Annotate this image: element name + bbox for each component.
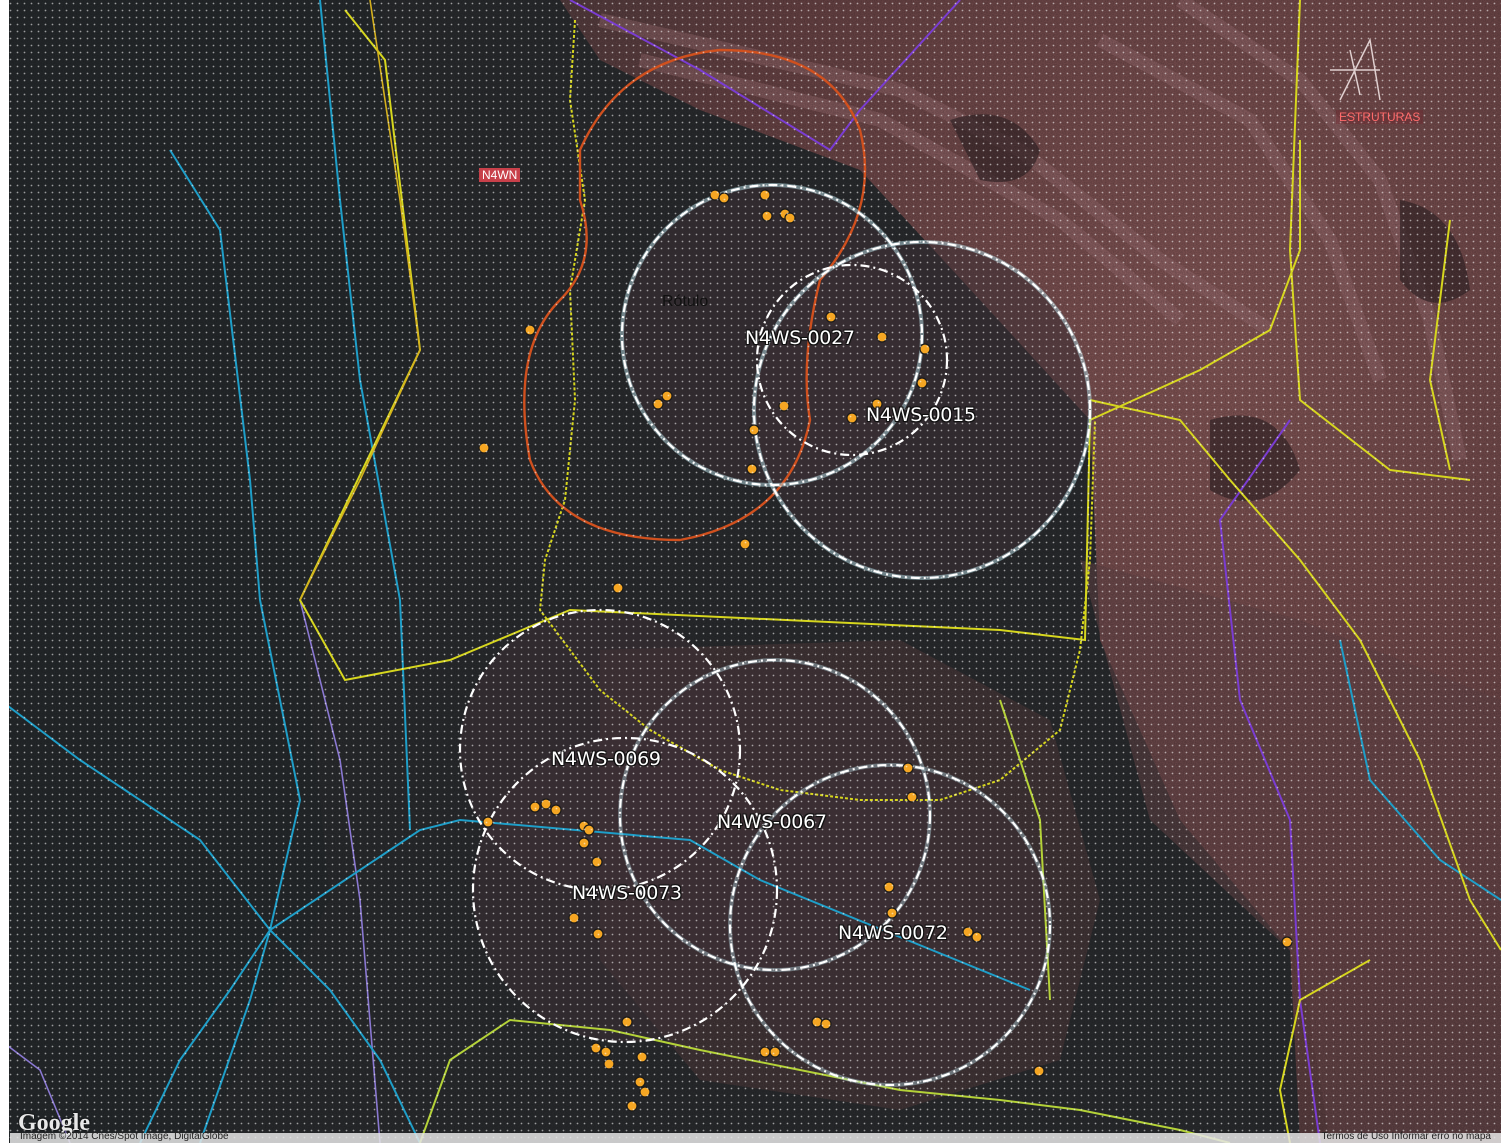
buffer-label-n4ws-0072: N4WS-0072 xyxy=(838,922,948,944)
label-rotulo: Rótulo xyxy=(662,293,709,310)
left-border xyxy=(0,0,9,1143)
label-n4wn: N4WN xyxy=(479,168,521,182)
attribution-text: Imagem ©2014 Cnes/Spot Image, DigitalGlo… xyxy=(20,1131,229,1142)
label-estruturas: ESTRUTURAS xyxy=(1336,110,1424,124)
buffer-label-n4ws-0073: N4WS-0073 xyxy=(572,882,682,904)
buffer-label-n4ws-0067: N4WS-0067 xyxy=(717,811,827,833)
google-logo: Google xyxy=(18,1110,90,1136)
buffer-label-n4ws-0027: N4WS-0027 xyxy=(745,327,855,349)
buffer-label-n4ws-0015: N4WS-0015 xyxy=(866,404,976,426)
buffer-label-n4ws-0069: N4WS-0069 xyxy=(551,748,661,770)
terms-links[interactable]: Termos de Uso Informar erro no mapa xyxy=(1321,1131,1491,1142)
attribution-bar: Imagem ©2014 Cnes/Spot Image, DigitalGlo… xyxy=(10,1131,1501,1143)
structures-icon xyxy=(1330,37,1381,101)
